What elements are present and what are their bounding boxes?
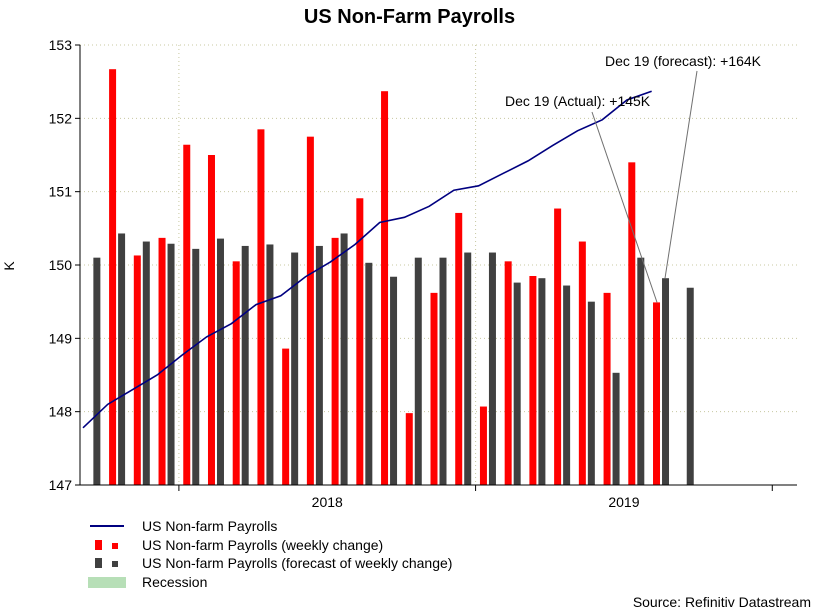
y-tick-label: 150 (49, 257, 73, 273)
forecast-bar (266, 244, 274, 485)
annotation-actual-leader (591, 111, 658, 303)
actual-bar (430, 292, 438, 485)
actual-bar (306, 136, 314, 485)
y-axis-label: K (1, 261, 17, 271)
forecast-bar (390, 276, 398, 485)
forecast-bar (464, 252, 472, 485)
legend-recession-swatch (88, 574, 142, 590)
legend-item-forecast: US Non-farm Payrolls (forecast of weekly… (88, 554, 452, 573)
forecast-bar (142, 241, 150, 485)
actual-bar (207, 155, 215, 485)
actual-bar (232, 261, 240, 485)
forecast-bar (315, 245, 323, 485)
bar-layer (93, 69, 694, 486)
y-tick-label: 153 (49, 37, 73, 53)
forecast-bar (118, 233, 126, 485)
forecast-bar (488, 252, 496, 485)
annotation-forecast-leader (664, 70, 698, 279)
actual-bar (282, 348, 290, 485)
legend-label: US Non-farm Payrolls (142, 518, 278, 535)
actual-bar (529, 276, 537, 485)
actual-bar (381, 91, 389, 485)
legend: US Non-farm Payrolls US Non-farm Payroll… (88, 517, 452, 591)
actual-bar (554, 208, 562, 486)
actual-bar (331, 237, 339, 485)
annotation-forecast: Dec 19 (forecast): +164K (605, 53, 762, 69)
x-tick-label: 2019 (608, 494, 639, 510)
actual-bar (653, 302, 661, 485)
actual-bar (479, 406, 487, 485)
forecast-bar (365, 262, 373, 485)
forecast-bar (563, 285, 571, 485)
forecast-bar (216, 238, 224, 485)
actual-bar (356, 198, 364, 485)
legend-forecast-swatch (88, 555, 142, 571)
forecast-bar (291, 252, 299, 485)
legend-actual-swatch (88, 537, 142, 553)
actual-bar (109, 69, 117, 485)
source-note: Source: Refinitiv Datastream (632, 594, 811, 610)
line-layer (82, 90, 652, 429)
axis-layer: 147 148 149 150 151 152 153 2018 2019 (49, 37, 797, 510)
legend-item-recession: Recession (88, 573, 452, 592)
forecast-bar (612, 372, 620, 485)
forecast-bar (192, 248, 200, 485)
forecast-bar (637, 257, 645, 485)
actual-bar (405, 413, 413, 485)
payrolls-line (82, 90, 652, 429)
annotation-layer: Dec 19 (forecast): +164K Dec 19 (Actual):… (505, 53, 762, 303)
legend-item-actual: US Non-farm Payrolls (weekly change) (88, 536, 452, 555)
actual-bar (455, 212, 463, 485)
actual-bar (257, 129, 265, 486)
legend-line-swatch (88, 518, 142, 534)
actual-bar (158, 237, 166, 485)
legend-label: Recession (142, 573, 208, 590)
y-tick-label: 151 (49, 184, 73, 200)
forecast-bar (513, 282, 521, 485)
forecast-bar (241, 245, 249, 485)
forecast-bar (340, 233, 348, 485)
forecast-bar (538, 278, 546, 485)
forecast-bar (93, 257, 101, 485)
forecast-bar (686, 287, 694, 485)
y-tick-label: 149 (49, 330, 73, 346)
forecast-bar (439, 257, 447, 485)
legend-item-line: US Non-farm Payrolls (88, 517, 452, 536)
actual-bar (183, 144, 191, 485)
actual-bar (578, 241, 586, 485)
actual-bar (504, 261, 512, 485)
actual-bar (133, 255, 141, 485)
y-tick-label: 148 (49, 404, 73, 420)
y-tick-label: 152 (49, 110, 73, 126)
legend-label: US Non-farm Payrolls (forecast of weekly… (142, 555, 453, 572)
chart-title: US Non-Farm Payrolls (303, 6, 516, 28)
annotation-actual: Dec 19 (Actual): +145K (505, 93, 651, 109)
forecast-bar (662, 278, 670, 485)
actual-bar (628, 162, 636, 486)
grid-layer (80, 44, 797, 485)
legend-label: US Non-farm Payrolls (weekly change) (142, 536, 384, 553)
forecast-bar (414, 257, 422, 485)
y-tick-label: 147 (49, 477, 73, 493)
actual-bar (603, 292, 611, 485)
x-tick-label: 2018 (312, 494, 343, 510)
forecast-bar (587, 301, 595, 485)
